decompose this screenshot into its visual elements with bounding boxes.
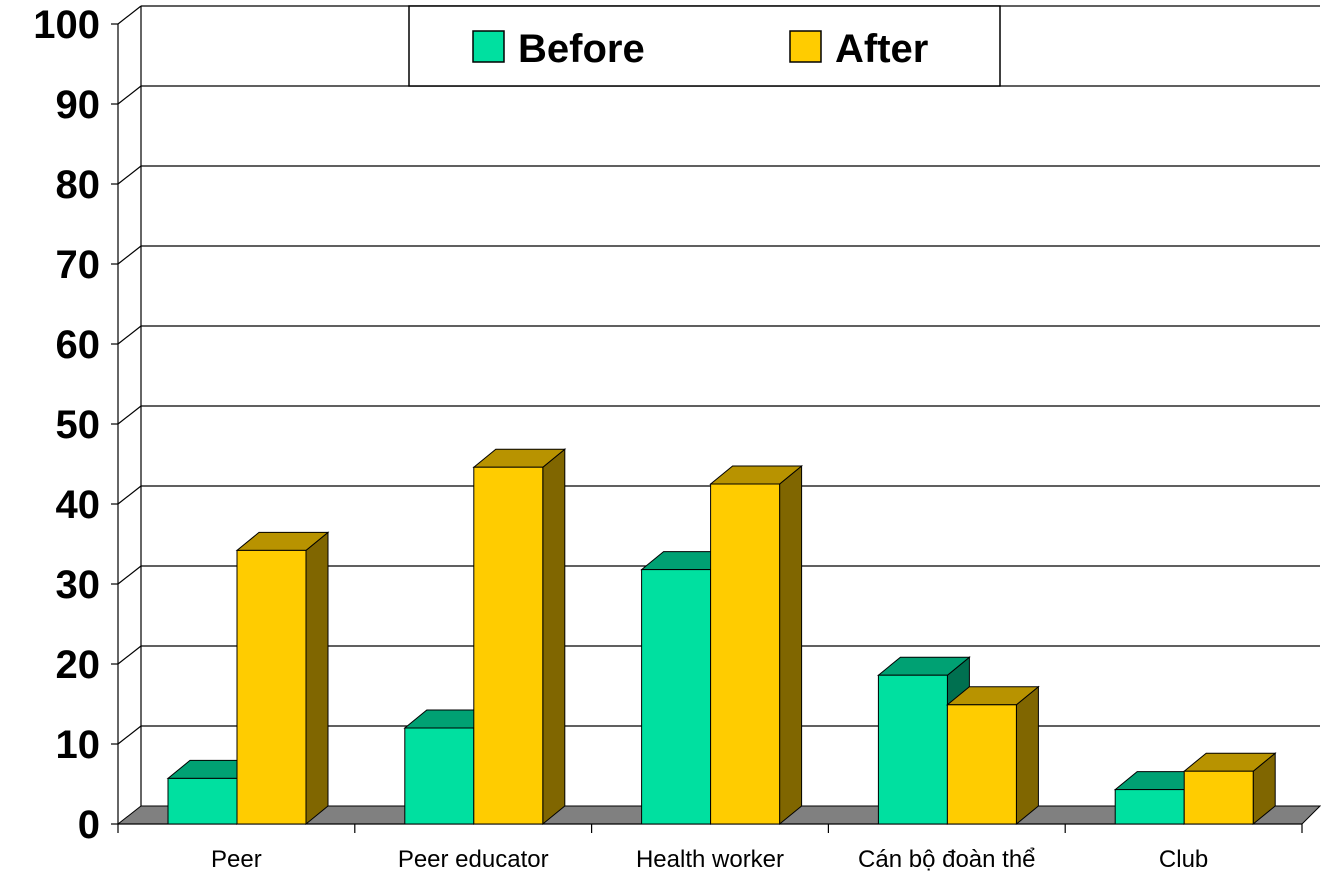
bar-after-3 (945, 685, 1040, 826)
bar-front (946, 704, 1017, 825)
x-tick-label: Cán bộ đoàn thể (858, 846, 1035, 873)
x-tick-label: Peer educator (398, 846, 549, 873)
y-tick-label: 30 (56, 563, 101, 607)
bars (166, 448, 1277, 826)
x-tick-label: Health worker (636, 846, 784, 873)
bar-front (473, 466, 544, 825)
legend-box (408, 5, 1001, 87)
x-tick-label: Club (1159, 846, 1208, 873)
gridline (117, 245, 142, 265)
bar-front (404, 727, 475, 825)
gridline (117, 485, 142, 505)
gridline (117, 565, 142, 585)
legend-label-before: Before (518, 27, 645, 71)
y-tick-label: 70 (56, 243, 101, 287)
gridline (117, 405, 142, 425)
bar-side (1015, 685, 1039, 826)
x-tick-label: Peer (211, 846, 262, 873)
y-axis: 0 10 20 30 40 50 60 70 80 90 100 (33, 3, 119, 847)
gridline (117, 165, 142, 185)
bar-after-4 (1182, 752, 1277, 826)
bar-side (542, 448, 566, 826)
legend-label-after: After (835, 27, 928, 71)
gridline (117, 85, 142, 105)
bar-side (305, 531, 329, 826)
legend-swatch-before (472, 30, 505, 63)
bar-front (1114, 789, 1185, 825)
bar-front (167, 777, 238, 825)
bar-after-0 (235, 531, 330, 826)
bar-front (1183, 770, 1254, 825)
legend-swatch-after (789, 30, 822, 63)
y-tick-label: 60 (56, 323, 101, 367)
y-tick-label: 20 (56, 643, 101, 687)
y-tick-label: 90 (56, 83, 101, 127)
bar-front (641, 569, 712, 825)
gridline (117, 5, 142, 25)
gridline (117, 645, 142, 665)
y-tick-label: 0 (78, 803, 100, 847)
bar-after-1 (472, 448, 567, 826)
bar-front (236, 549, 307, 825)
y-tick-label: 40 (56, 483, 101, 527)
bar-side (779, 464, 803, 826)
bar-front (710, 483, 781, 825)
gridline (117, 725, 142, 745)
legend: Before After (408, 5, 1001, 87)
y-tick-label: 80 (56, 163, 101, 207)
y-tick-label: 50 (56, 403, 101, 447)
bar-after-2 (709, 464, 804, 826)
gridline (117, 325, 142, 345)
y-tick-label: 10 (56, 723, 101, 767)
x-axis: Peer Peer educator Health worker Cán bộ đoà… (117, 823, 1303, 873)
y-tick-label: 100 (33, 3, 100, 47)
bar-front (877, 674, 948, 825)
